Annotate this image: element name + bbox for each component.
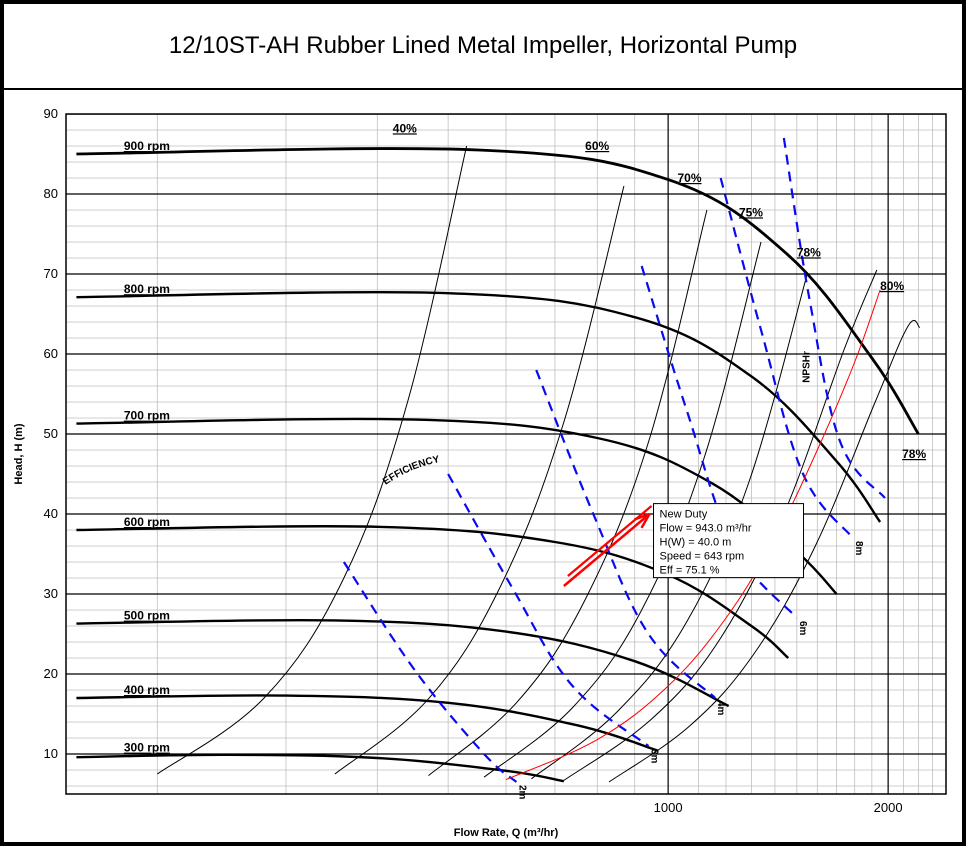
svg-text:70: 70 [44,266,58,281]
svg-text:8m: 8m [853,541,864,556]
pump-performance-chart: 300 rpm 400 rpm 500 rpm 600 rpm 700 rpm 800 r… [4,90,962,844]
svg-text:50: 50 [44,426,58,441]
svg-text:3m: 3m [648,749,659,764]
svg-text:500 rpm: 500 rpm [124,609,170,623]
svg-text:40: 40 [44,506,58,521]
svg-text:80%: 80% [880,279,904,293]
svg-text:70%: 70% [678,171,702,185]
svg-text:H(W) = 40.0 m: H(W) = 40.0 m [660,537,732,549]
svg-text:90: 90 [44,106,58,121]
svg-text:NPSHr: NPSHr [801,351,812,383]
svg-text:30: 30 [44,586,58,601]
svg-text:75%: 75% [739,205,763,219]
svg-text:1000: 1000 [654,800,683,815]
title-bar: 12/10ST-AH Rubber Lined Metal Impeller, … [4,4,962,90]
svg-text:2m: 2m [516,785,527,800]
svg-text:Speed = 643 rpm: Speed = 643 rpm [660,551,745,563]
svg-text:78%: 78% [797,245,821,259]
svg-text:900 rpm: 900 rpm [124,139,170,153]
svg-text:New Duty: New Duty [660,509,708,521]
svg-text:20: 20 [44,666,58,681]
svg-text:60: 60 [44,346,58,361]
svg-text:800 rpm: 800 rpm [124,282,170,296]
svg-text:Flow = 943.0 m³/hr: Flow = 943.0 m³/hr [660,523,752,535]
svg-text:40%: 40% [393,121,417,135]
svg-text:600 rpm: 600 rpm [124,515,170,529]
svg-text:60%: 60% [585,139,609,153]
svg-text:4m: 4m [715,701,726,716]
svg-text:700 rpm: 700 rpm [124,409,170,423]
svg-text:Head, H (m): Head, H (m) [13,423,25,484]
chart-frame: 12/10ST-AH Rubber Lined Metal Impeller, … [0,0,966,846]
svg-text:400 rpm: 400 rpm [124,683,170,697]
svg-text:300 rpm: 300 rpm [124,741,170,755]
svg-text:80: 80 [44,186,58,201]
svg-text:10: 10 [44,746,58,761]
chart-title: 12/10ST-AH Rubber Lined Metal Impeller, … [169,32,797,60]
plot-area: 300 rpm 400 rpm 500 rpm 600 rpm 700 rpm 800 r… [4,90,962,842]
svg-text:78%: 78% [902,447,926,461]
svg-text:Eff = 75.1 %: Eff = 75.1 % [660,565,720,577]
svg-text:Flow Rate, Q (m³/hr): Flow Rate, Q (m³/hr) [454,827,559,839]
svg-text:2000: 2000 [874,800,903,815]
svg-text:6m: 6m [797,621,808,636]
